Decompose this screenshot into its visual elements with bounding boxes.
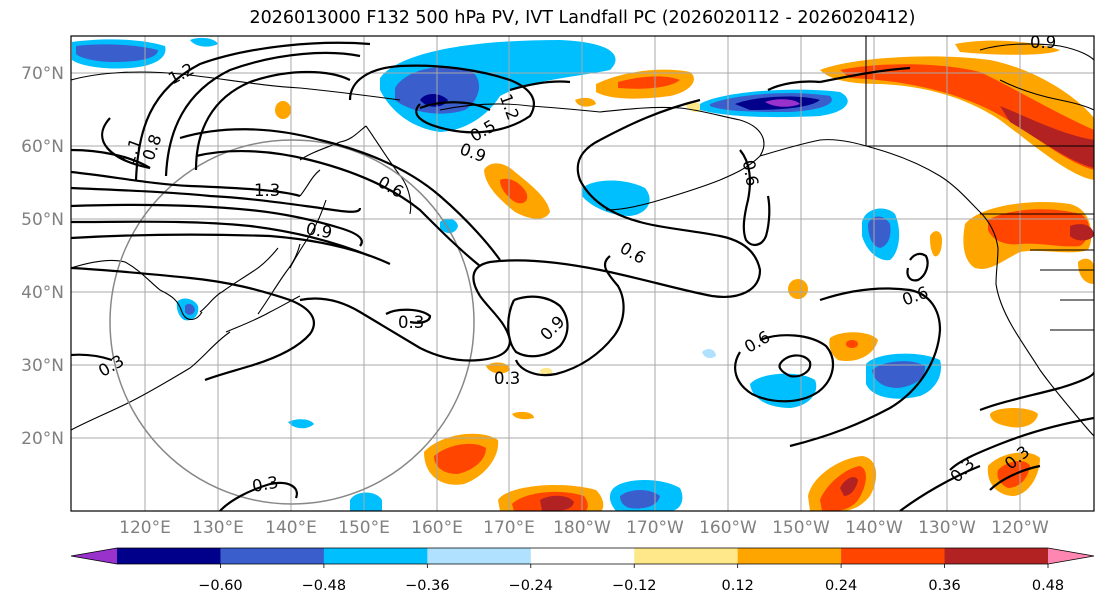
colorbar-segment — [944, 548, 1049, 564]
colorbar-segment — [220, 548, 325, 564]
colorbar-extend-min — [71, 548, 117, 564]
colorbar-segment — [841, 548, 946, 564]
colorbar-segment — [427, 548, 532, 564]
lon-label: 160°E — [411, 518, 463, 538]
lon-label: 160°W — [699, 518, 757, 538]
colorbar: −0.60 −0.48 −0.36 −0.24 −0.12 0.12 0.24 0.36 0.4… — [70, 547, 1095, 594]
colorbar-segment — [737, 548, 842, 564]
colorbar-tick-label: −0.48 — [302, 578, 346, 594]
lon-label: 130°E — [192, 518, 244, 538]
lon-label: 180°W — [553, 518, 611, 538]
map-frame — [70, 35, 1095, 512]
colorbar-extend-max — [1048, 548, 1094, 564]
contour-label: 1.3 — [254, 181, 280, 200]
colorbar-outline — [70, 547, 1095, 565]
lon-label: 120°W — [991, 518, 1049, 538]
lon-label: 170°W — [626, 518, 684, 538]
lon-label: 150°W — [772, 518, 830, 538]
latitude-labels: 70°N 60°N 50°N 40°N 30°N 20°N — [21, 64, 64, 449]
colorbar-tick-label: −0.24 — [509, 578, 553, 594]
lat-label: 50°N — [21, 210, 64, 230]
colorbar-segment — [634, 548, 739, 564]
lat-label: 20°N — [21, 429, 64, 449]
colorbar-tick-label: −0.60 — [198, 578, 242, 594]
radius-circle — [109, 139, 475, 505]
lon-label: 130°W — [918, 518, 976, 538]
lon-label: 170°E — [483, 518, 535, 538]
contour-label: 0.9 — [1030, 33, 1056, 52]
contour-label: 0.9 — [304, 219, 333, 242]
map-title: 2026013000 F132 500 hPa PV, IVT Landfall… — [249, 8, 916, 28]
lon-label: 120°E — [119, 518, 171, 538]
pv-contours — [71, 41, 1094, 511]
lat-label: 40°N — [21, 283, 64, 303]
contour-label: 0.3 — [494, 369, 520, 388]
lon-label: 140°W — [845, 518, 903, 538]
colorbar-segment — [530, 548, 635, 564]
colorbar-tick-label: 0.24 — [825, 578, 857, 594]
colorbar-tick-label: −0.12 — [612, 578, 656, 594]
longitude-labels: 120°E 130°E 140°E 150°E 160°E 170°E 180°… — [119, 518, 1049, 538]
colorbar-segment — [117, 548, 221, 564]
colorbar-segment — [323, 548, 428, 564]
lat-label: 60°N — [21, 137, 64, 157]
gridlines — [71, 36, 1094, 511]
contour-label: 0.3 — [398, 313, 424, 332]
lon-label: 150°E — [338, 518, 390, 538]
lat-label: 70°N — [21, 64, 64, 84]
colorbar-tick-label: 0.48 — [1032, 578, 1064, 594]
colorbar-tick-label: 0.12 — [722, 578, 754, 594]
colorbar-tick-label: 0.36 — [928, 578, 960, 594]
contour-label: 0.6 — [739, 159, 762, 188]
lon-label: 140°E — [265, 518, 317, 538]
contour-label: 0.3 — [251, 473, 280, 496]
colorbar-tick-label: −0.36 — [405, 578, 449, 594]
lat-label: 30°N — [21, 356, 64, 376]
